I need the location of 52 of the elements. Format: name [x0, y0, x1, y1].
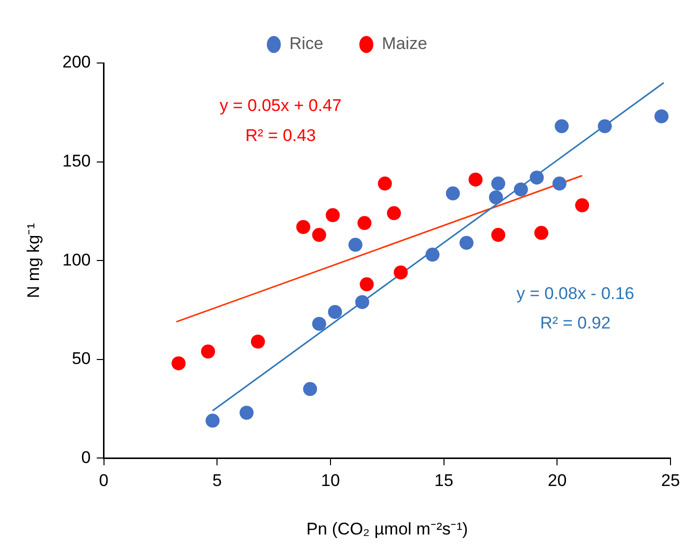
point [296, 220, 310, 234]
point [378, 176, 392, 191]
y-axis-title: N mg kg⁻¹ [24, 222, 43, 298]
point [172, 356, 186, 370]
point [348, 238, 362, 252]
point [201, 344, 216, 358]
x-tick-label: 25 [661, 471, 680, 490]
point [598, 119, 612, 134]
point [530, 170, 544, 185]
point [326, 208, 340, 222]
point [534, 226, 548, 240]
point [491, 176, 506, 191]
point [386, 206, 401, 220]
point [312, 316, 326, 331]
point [360, 277, 374, 292]
x-tick-label: 5 [212, 471, 222, 490]
legend-label: Maize [382, 34, 428, 54]
x-tick-label: 15 [434, 471, 454, 490]
point [491, 228, 506, 242]
annotation: y = 0.05x + 0.47 [220, 96, 342, 116]
legend-label: Rice [289, 34, 324, 54]
y-tick-label: 150 [62, 151, 91, 170]
point [654, 109, 668, 124]
point [488, 190, 503, 204]
y-tick-label: 0 [81, 448, 91, 467]
point [312, 228, 326, 242]
y-tick-label: 50 [72, 349, 91, 368]
point [394, 265, 408, 280]
point [250, 334, 265, 349]
point [328, 304, 342, 319]
x-tick-label: 0 [99, 471, 108, 490]
point [460, 236, 474, 250]
annotation: R² = 0.92 [540, 314, 611, 333]
annotation: y = 0.08x - 0.16 [516, 284, 634, 303]
annotation: R² = 0.43 [245, 126, 316, 145]
x-axis-title: Pn (CO₂ µmol m⁻²s⁻¹) [306, 519, 468, 538]
point [575, 198, 590, 212]
point [240, 406, 254, 420]
point [552, 176, 566, 191]
point [357, 216, 372, 230]
point [303, 382, 318, 396]
point [514, 182, 528, 196]
point [425, 248, 440, 262]
point [468, 172, 483, 187]
point [355, 295, 370, 310]
y-tick-label: 200 [62, 52, 91, 72]
point [446, 186, 460, 200]
x-tick-label: 20 [548, 471, 567, 490]
x-tick-label: 10 [321, 471, 340, 490]
point [206, 414, 220, 428]
point [554, 119, 569, 134]
y-tick-label: 100 [62, 250, 91, 270]
